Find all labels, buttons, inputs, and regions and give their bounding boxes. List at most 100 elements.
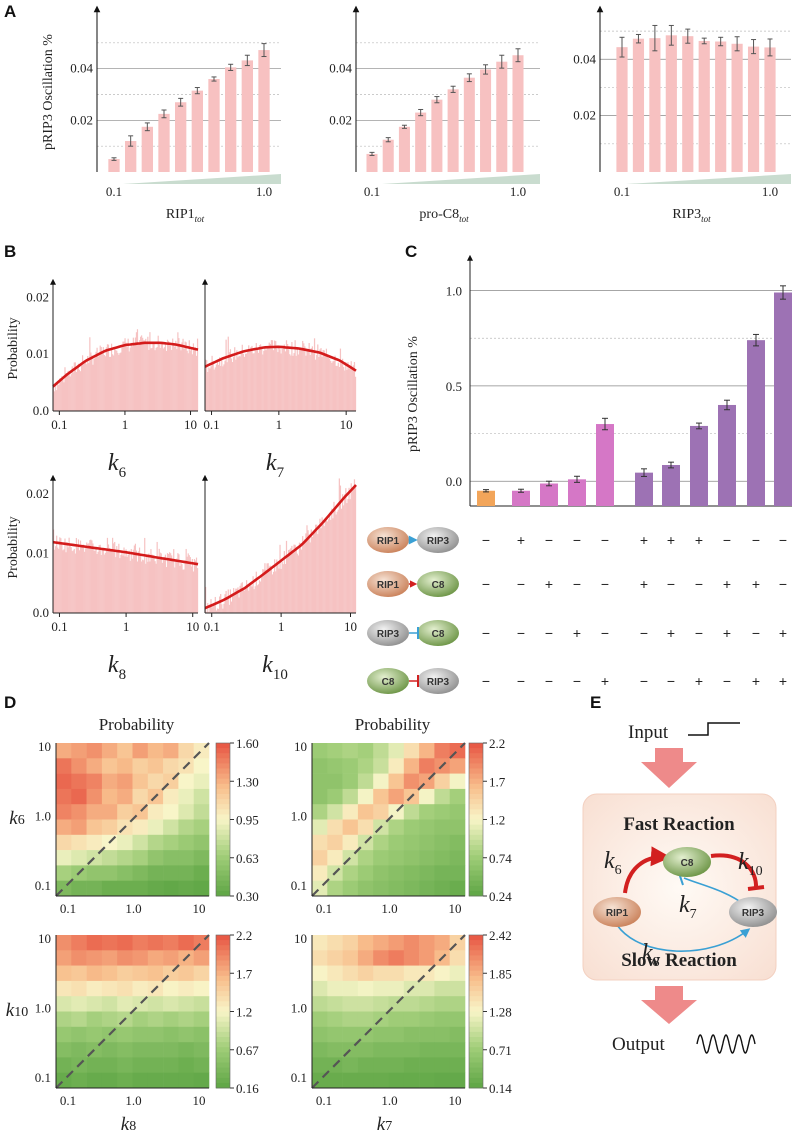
colorbar-segment xyxy=(216,960,230,966)
heatmap-cell xyxy=(101,1072,118,1089)
heatmap-cell xyxy=(434,1072,450,1089)
histogram-bin xyxy=(351,487,353,613)
sign-cell: + xyxy=(723,576,731,592)
panel-a-chart-rip3: 0.02 0.04 0.1 1.0 RIP3tot xyxy=(573,5,791,224)
x-tick-label: 10 xyxy=(344,619,357,634)
bar xyxy=(241,60,253,172)
colorbar-tick-label: 2.2 xyxy=(236,928,252,943)
histogram-bin xyxy=(345,488,347,613)
histogram-bin xyxy=(240,583,242,613)
histogram-bin xyxy=(283,344,285,411)
heatmap-cell xyxy=(132,1072,149,1089)
heatmap-cell xyxy=(434,1057,450,1073)
y-tick-label: 1.0 xyxy=(35,809,51,824)
histogram-bin xyxy=(181,564,183,613)
heatmap-cell xyxy=(56,935,72,951)
heatmap-cell xyxy=(449,965,466,982)
histogram-bin xyxy=(141,561,143,613)
heatmap-cell xyxy=(449,1072,466,1089)
histogram-bin xyxy=(309,542,311,613)
edge-k6-letter: k xyxy=(604,848,615,874)
histogram-bin xyxy=(229,349,232,411)
histogram-bin xyxy=(290,548,292,613)
x-tick-label: 10 xyxy=(184,417,197,432)
heatmap-title: Probability xyxy=(355,715,431,734)
heatmap-cell xyxy=(327,743,343,759)
heatmap-cell xyxy=(147,1026,164,1043)
heatmap-cell xyxy=(132,743,149,759)
histogram-bin xyxy=(98,354,100,411)
histogram-bin xyxy=(244,587,247,613)
sign-cell: − xyxy=(482,576,490,592)
histogram-bin xyxy=(179,565,181,613)
histogram-bin xyxy=(257,584,260,613)
param-letter: k xyxy=(108,652,119,678)
histogram-bin xyxy=(245,580,248,613)
histogram-bin xyxy=(311,536,314,613)
heatmap-cell xyxy=(163,758,179,774)
histogram-bin xyxy=(185,548,187,613)
step-input-signal xyxy=(688,722,740,736)
histogram-bin xyxy=(119,558,121,613)
heatmap-cell xyxy=(101,758,118,774)
histogram-bin xyxy=(122,341,124,411)
histogram-bin xyxy=(256,348,258,411)
heatmap-cell xyxy=(373,935,389,951)
heatmap-cell xyxy=(449,950,466,966)
histogram-bin xyxy=(122,555,124,613)
histogram-bin xyxy=(70,547,72,613)
sign-cell: − xyxy=(640,673,648,689)
heatmap-cell xyxy=(117,758,133,774)
colorbar-segment xyxy=(469,799,483,805)
histogram-bin xyxy=(222,366,224,411)
heatmap-cell xyxy=(449,850,466,866)
histogram-bin xyxy=(104,356,106,411)
heatmap-cell xyxy=(434,865,450,881)
heatmap-cell xyxy=(373,965,389,982)
heatmap-cell xyxy=(101,819,118,836)
param-subscript: 6 xyxy=(119,465,127,481)
histogram-bin xyxy=(121,550,123,613)
histogram-bin xyxy=(82,544,84,613)
histogram-bin xyxy=(153,341,155,411)
x-tick-label: 1.0 xyxy=(125,901,141,916)
fit-curve xyxy=(52,540,199,566)
histogram-bin xyxy=(317,344,319,411)
bar xyxy=(662,465,680,506)
histogram-bin xyxy=(224,360,226,411)
histogram-bin xyxy=(337,362,339,411)
histogram-bin xyxy=(353,479,356,613)
histogram-bin xyxy=(130,549,132,613)
histogram-bin xyxy=(195,355,198,411)
sign-cell: + xyxy=(545,576,553,592)
param-subscript: 10 xyxy=(273,667,288,683)
histogram-bin xyxy=(261,575,263,613)
histogram-bin xyxy=(279,544,281,613)
y-tick-label: 0.1 xyxy=(35,878,51,893)
histogram-bin xyxy=(72,372,74,411)
histogram-bin xyxy=(149,561,151,613)
y-tick-label: 0.0 xyxy=(33,403,49,418)
histogram-bin xyxy=(154,350,156,411)
x-tick-label: 1.0 xyxy=(510,184,526,199)
bar xyxy=(698,40,710,172)
x-tick-label: 1.0 xyxy=(381,1093,397,1108)
histogram-bin xyxy=(281,562,283,613)
heatmap-cell xyxy=(163,865,179,881)
bar xyxy=(540,483,558,506)
y-tick-label: 0.0 xyxy=(446,474,462,489)
colorbar-segment xyxy=(469,839,483,846)
x-tick-label: 0.1 xyxy=(51,417,67,432)
histogram-bin xyxy=(102,550,104,613)
param-subscript: 7 xyxy=(277,465,285,481)
colorbar-segment xyxy=(469,1016,483,1023)
heatmap-cell xyxy=(117,850,133,866)
y-tick-label: 10 xyxy=(38,739,51,754)
panel-b-hist-k7: 0.1 1 10 k7 xyxy=(202,278,357,481)
colorbar-segment xyxy=(469,794,483,800)
heatmap-cell xyxy=(163,1057,179,1073)
histogram-bin xyxy=(89,540,91,613)
histogram-bin xyxy=(302,536,304,613)
heatmap-cell xyxy=(56,965,72,982)
histogram-bin xyxy=(279,349,281,411)
